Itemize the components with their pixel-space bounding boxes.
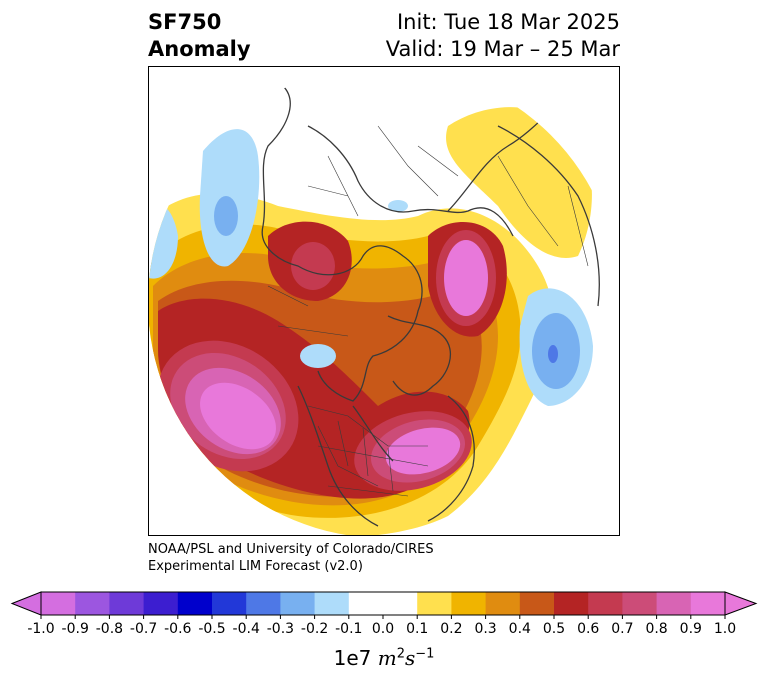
colorbar-tick-label: 0.9 xyxy=(680,621,702,637)
colorbar-segment xyxy=(212,592,247,615)
border-line xyxy=(267,285,349,337)
colorbar-tick-label: 0.6 xyxy=(577,621,599,637)
colorbar-tick-label: 0.4 xyxy=(509,621,531,637)
anomaly-contour xyxy=(300,344,336,368)
colorbar-tick-label: -0.1 xyxy=(335,621,362,637)
colorbar-tick-label: -0.5 xyxy=(198,621,225,637)
colorbar-tick-label: -1.0 xyxy=(27,621,54,637)
colorbar-tick-label: 0.2 xyxy=(440,621,462,637)
colorbar-tick-label: -0.9 xyxy=(62,621,89,637)
colorbar-segment xyxy=(451,592,487,615)
colorbar-segment xyxy=(622,592,658,615)
border-line xyxy=(307,155,359,217)
colorbar-segment xyxy=(246,592,281,615)
title-variable: SF750 xyxy=(148,10,222,34)
valid-range: Valid: 19 Mar – 25 Mar xyxy=(385,37,620,61)
colorbar-tick-label: -0.3 xyxy=(267,621,294,637)
colorbar-segment xyxy=(109,592,145,615)
colorbar-segment xyxy=(280,592,316,615)
colorbar-tick-label: 1.0 xyxy=(714,621,736,637)
credit-line-1: NOAA/PSL and University of Colorado/CIRE… xyxy=(148,542,434,557)
credit: NOAA/PSL and University of Colorado/CIRE… xyxy=(148,541,434,575)
border-line xyxy=(317,425,379,487)
anomaly-map xyxy=(148,66,620,536)
coastline xyxy=(261,85,423,402)
colorbar-tick-label: 0.7 xyxy=(611,621,633,637)
colorbar-extend-min xyxy=(10,591,42,616)
init-date: Init: Tue 18 Mar 2025 xyxy=(396,10,620,34)
colorbar-segment xyxy=(177,592,213,615)
colorbar-tick-label: -0.6 xyxy=(164,621,191,637)
unit-m: m xyxy=(377,646,397,670)
colorbar-segment xyxy=(588,592,623,615)
anomaly-contour xyxy=(446,107,592,258)
colorbar: -1.0 -0.9 -0.8 -0.7 -0.6 -0.5 -0.4 -0.3 -0.2 -0.1… xyxy=(0,585,768,685)
unit-s-exp: −1 xyxy=(415,646,435,662)
border-line xyxy=(317,445,429,497)
unit-base: 1e7 xyxy=(333,646,378,670)
map-canvas xyxy=(148,66,620,536)
anomaly-contour xyxy=(548,345,558,363)
credit-line-2: Experimental LIM Forecast (v2.0) xyxy=(148,559,363,574)
colorbar-unit: 1e7 m2s−1 xyxy=(0,646,768,670)
colorbar-segment xyxy=(143,592,179,615)
anomaly-contour xyxy=(444,240,488,316)
coastline xyxy=(427,395,475,522)
coastline xyxy=(297,385,379,527)
anomaly-contour xyxy=(200,382,276,450)
colorbar-segment xyxy=(519,592,555,615)
coastline xyxy=(387,315,452,396)
anomaly-contour xyxy=(388,200,408,212)
map-frame xyxy=(148,66,620,536)
colorbar-segment xyxy=(41,592,76,615)
colorbar-tick-label: -0.7 xyxy=(130,621,157,637)
anomaly-contour xyxy=(385,427,461,475)
border-line xyxy=(337,420,394,492)
colorbar-segment xyxy=(75,592,110,615)
colorbar-tick-label: -0.2 xyxy=(301,621,328,637)
colorbar-tick-label: -0.8 xyxy=(96,621,123,637)
colorbar-segment xyxy=(348,592,384,615)
coastlines xyxy=(261,85,600,527)
border-line xyxy=(497,155,589,267)
colorbar-tick-label: -0.4 xyxy=(233,621,260,637)
colorbar-segment xyxy=(690,592,726,615)
colorbar-tick-label: 0.3 xyxy=(474,621,496,637)
colorbar-segment xyxy=(314,592,350,615)
colorbar-tick-label: 0.1 xyxy=(406,621,428,637)
colorbar-segment xyxy=(554,592,589,615)
colorbar-segment xyxy=(656,592,692,615)
colorbar-segment xyxy=(485,592,521,615)
colorbar-tick-label: 0.5 xyxy=(543,621,565,637)
unit-s: s xyxy=(404,646,416,670)
title-type: Anomaly xyxy=(148,37,251,61)
anomaly-cores xyxy=(157,230,496,491)
coastline xyxy=(307,125,514,237)
colorbar-extend-max xyxy=(724,591,758,616)
colorbar-tick-label: 0.8 xyxy=(645,621,667,637)
map-dates: Init: Tue 18 Mar 2025 Valid: 19 Mar – 25… xyxy=(386,9,620,63)
map-title: SF750 Anomaly xyxy=(148,9,251,63)
borders xyxy=(267,125,589,497)
colorbar-tick-label: 0.0 xyxy=(372,621,394,637)
coastline xyxy=(497,125,600,307)
anomaly-contour xyxy=(291,242,335,290)
colorbar-segment xyxy=(417,592,452,615)
colorbar-canvas: -1.0 -0.9 -0.8 -0.7 -0.6 -0.5 -0.4 -0.3 -0.2 -0.1… xyxy=(10,591,758,637)
colorbar-segment xyxy=(383,592,418,615)
negative-anomalies xyxy=(148,129,593,406)
border-line xyxy=(377,125,459,197)
unit-m-exp: 2 xyxy=(396,646,405,662)
border-line xyxy=(307,405,428,447)
anomaly-contour xyxy=(214,196,238,236)
